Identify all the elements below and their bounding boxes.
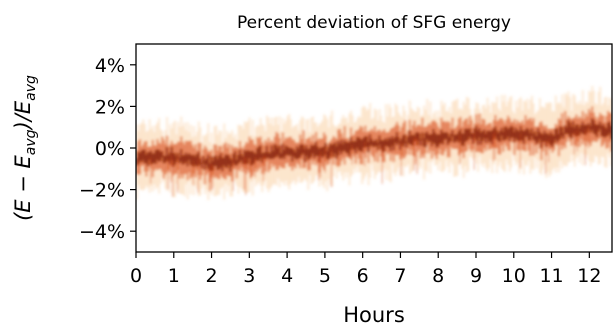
x-tick-label: 4 (281, 265, 293, 287)
x-axis-label: Hours (343, 303, 405, 325)
heatmap-density (136, 85, 612, 201)
y-tick-label: −4% (79, 221, 125, 243)
x-tick-label: 12 (577, 265, 601, 287)
x-tick-label: 5 (319, 265, 331, 287)
x-tick-label: 3 (243, 265, 255, 287)
x-axis: 0 1 2 3 4 5 6 7 8 9 10 11 12 (130, 252, 601, 287)
chart-title: Percent deviation of SFG energy (237, 13, 511, 33)
y-tick-label: 4% (95, 55, 125, 77)
x-tick-label: 2 (206, 265, 218, 287)
y-axis-label: (E − Eavg)/Eavg (11, 75, 39, 221)
y-axis: 4% 2% 0% −2% −4% (79, 55, 136, 243)
x-tick-label: 7 (394, 265, 406, 287)
x-tick-label: 8 (432, 265, 444, 287)
x-tick-label: 9 (470, 265, 482, 287)
x-tick-label: 1 (168, 265, 180, 287)
x-tick-label: 0 (130, 265, 142, 287)
y-tick-label: 2% (95, 96, 125, 118)
x-tick-label: 11 (539, 265, 563, 287)
y-tick-label: 0% (95, 138, 125, 160)
y-tick-label: −2% (79, 180, 125, 202)
x-tick-label: 10 (502, 265, 526, 287)
x-tick-label: 6 (357, 265, 369, 287)
